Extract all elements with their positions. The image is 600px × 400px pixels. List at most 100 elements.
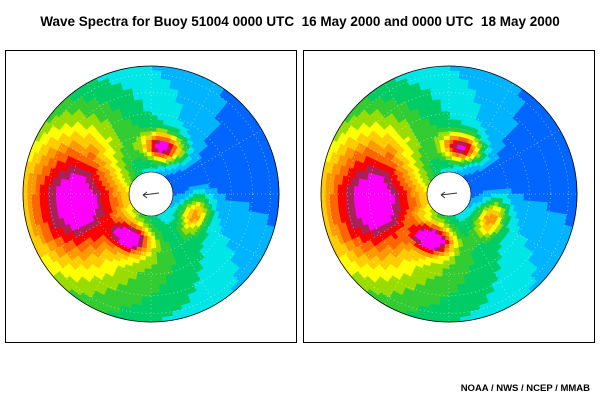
- spectrum-panel-16-may: [5, 50, 297, 343]
- wind-arrow-icon: [440, 191, 458, 199]
- spectrum-cell: [144, 118, 152, 124]
- spectrum-cell: [336, 192, 343, 205]
- spectrum-cell: [83, 193, 89, 201]
- spectrum-cell: [441, 110, 450, 116]
- wind-arrow-icon: [142, 191, 160, 199]
- spectrum-cell: [389, 193, 395, 200]
- spectrum-plot-18-may: [320, 65, 578, 323]
- spectrum-cell: [555, 183, 562, 196]
- spectrum-cell: [365, 193, 371, 202]
- spectrum-cell: [440, 94, 450, 100]
- spectrum-cell: [150, 288, 160, 294]
- spectrum-cell: [217, 187, 223, 195]
- spectrum-cell: [448, 288, 458, 294]
- spectrum-cell: [213, 187, 219, 195]
- spectrum-cell: [144, 126, 152, 132]
- spectrum-cell: [143, 110, 152, 116]
- spectrum-cell: [59, 193, 65, 203]
- spectrum-cell: [448, 272, 457, 278]
- spectrum-cell: [150, 276, 159, 282]
- spectrum-cell: [144, 122, 152, 128]
- spectrum-cell: [142, 98, 152, 104]
- spectrum-cell: [448, 256, 456, 262]
- credit-line: NOAA / NWS / NCEP / MMAB: [460, 383, 590, 394]
- spectrum-cell: [353, 184, 359, 195]
- spectrum-cell: [442, 122, 450, 128]
- spectrum-cell: [527, 186, 533, 195]
- spectrum-cell: [140, 81, 153, 88]
- spectrum-cell: [369, 193, 375, 202]
- spectrum-cell: [150, 264, 158, 270]
- spectrum-cell: [447, 300, 460, 307]
- spectrum-cell: [150, 272, 159, 278]
- spectrum-cell: [349, 193, 355, 203]
- spectrum-cell: [233, 186, 239, 195]
- spectrum-cell: [515, 187, 521, 195]
- spectrum-cell: [150, 260, 158, 266]
- spectrum-cell: [47, 192, 53, 204]
- spectrum-cell: [59, 185, 65, 195]
- spectrum-cell: [67, 193, 73, 202]
- grid-ring: [49, 92, 253, 296]
- spectrum-cell: [142, 94, 152, 100]
- spectrum-cell: [63, 193, 69, 202]
- grid-spoke: [459, 82, 514, 176]
- spectrum-cell: [142, 280, 152, 286]
- spectrum-cell: [448, 102, 458, 108]
- grid-ring: [368, 113, 530, 275]
- spectrum-cell: [91, 193, 97, 200]
- spectrum-cell: [353, 193, 359, 203]
- spectrum-cell: [150, 256, 158, 262]
- spectrum-cell: [440, 280, 450, 286]
- spectrum-cell: [149, 296, 161, 302]
- spectrum-cell: [448, 280, 458, 286]
- spectrum-panel-18-may: [303, 50, 595, 343]
- spectrum-cell: [149, 292, 161, 298]
- grid-spoke: [169, 129, 263, 184]
- spectrum-cell: [361, 185, 367, 195]
- spectrum-cell: [373, 193, 379, 201]
- spectrum-cell: [150, 106, 160, 112]
- grid-spoke: [459, 212, 514, 306]
- spectrum-cell: [441, 106, 450, 112]
- spectrum-cell: [531, 193, 537, 203]
- spectrum-cell: [241, 193, 247, 204]
- spectrum-cell: [75, 193, 81, 201]
- spectrum-cell: [447, 296, 459, 302]
- spectrum-cell: [140, 77, 153, 84]
- spectrum-cell: [233, 193, 239, 203]
- page-title: Wave Spectra for Buoy 51004 0000 UTC 16 …: [40, 14, 560, 29]
- spectrum-cell: [332, 192, 339, 205]
- spectrum-cell: [448, 264, 456, 270]
- grid-spoke: [384, 82, 439, 176]
- spectrum-cell: [241, 185, 247, 195]
- spectrum-cell: [535, 193, 541, 203]
- spectrum-cell: [440, 98, 450, 104]
- spectrum-cell: [440, 102, 450, 108]
- spectrum-cell: [448, 276, 457, 282]
- spectrum-cell: [79, 193, 85, 201]
- spectrum-cell: [34, 192, 41, 205]
- spectrum-cell: [145, 134, 152, 140]
- spectrum-cell: [443, 134, 450, 140]
- spectrum-cell: [535, 185, 541, 195]
- grid-ring: [31, 74, 271, 314]
- spectrum-cell: [442, 126, 450, 132]
- grid-spoke: [169, 204, 263, 259]
- spectrum-cell: [551, 184, 557, 196]
- spectrum-cell: [149, 304, 162, 311]
- spectrum-cell: [503, 188, 509, 195]
- grid-spoke: [86, 82, 141, 176]
- grid-spoke: [384, 212, 439, 306]
- spectrum-cell: [448, 268, 457, 274]
- spectrum-cell: [51, 193, 57, 203]
- spectrum-cell: [261, 183, 268, 196]
- spectrum-cell: [143, 106, 152, 112]
- spectrum-cell: [438, 81, 451, 88]
- spectrum-cell: [523, 186, 529, 195]
- spectrum-cell: [345, 192, 351, 204]
- spectrum-cell: [225, 186, 231, 195]
- spectrum-cell: [142, 102, 152, 108]
- spectrum-cell: [43, 192, 49, 204]
- spectrum-cell: [150, 102, 160, 108]
